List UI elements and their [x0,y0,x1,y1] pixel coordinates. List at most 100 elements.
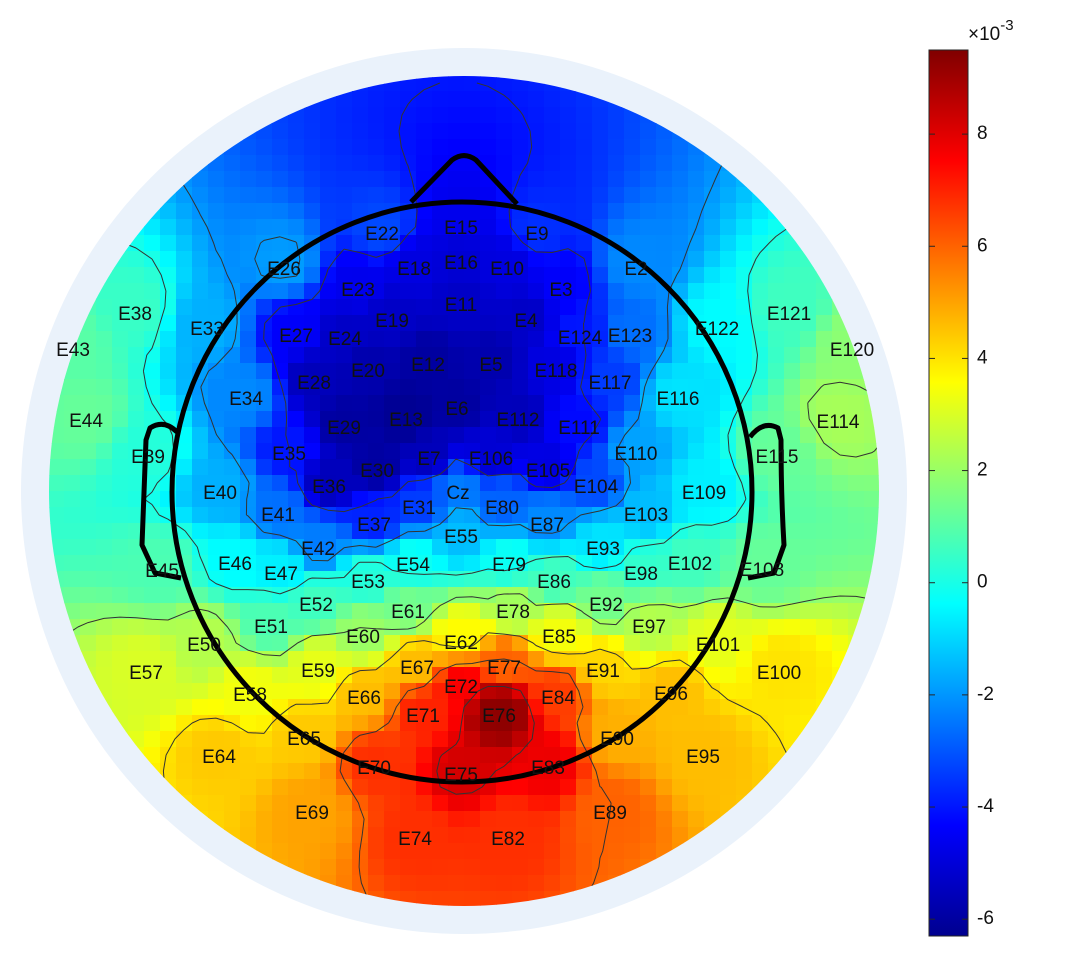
heat-cell [336,491,353,508]
heat-cell [384,651,401,668]
heat-cell [256,443,273,460]
heat-cell [560,571,577,588]
heat-cell [352,491,369,508]
heat-cell [160,203,177,220]
heat-cell [128,715,145,732]
heat-cell [256,459,273,476]
heat-cell [576,635,593,652]
heat-cell [608,635,625,652]
heat-cell [816,667,833,684]
heat-cell [224,235,241,252]
heat-cell [560,811,577,828]
heat-cell [736,763,753,780]
heat-cell [112,363,129,380]
heat-cell [240,331,257,348]
heat-cell [80,571,97,588]
heat-cell [80,443,97,460]
heat-cell [352,427,369,444]
heat-cell [624,299,641,316]
heat-cell [592,443,609,460]
heat-cell [112,699,129,716]
electrode-label: E3 [549,280,572,301]
heat-cell [400,315,417,332]
heat-cell [432,651,449,668]
heat-cell [352,411,369,428]
heat-cell [528,619,545,636]
heat-cell [448,443,465,460]
heat-cell [752,347,769,364]
heat-cell [576,827,593,844]
heat-cell [304,491,321,508]
heat-cell [480,235,497,252]
heat-cell [464,491,481,508]
heat-cell [400,491,417,508]
heat-cell [336,107,353,124]
heat-cell [400,507,417,524]
heat-cell [640,475,657,492]
heat-cell [720,299,737,316]
heat-cell [240,795,257,812]
heat-cell [800,603,817,620]
heat-cell [352,459,369,476]
heat-cell [592,363,609,380]
heat-cell [464,267,481,284]
heat-cell [128,331,145,348]
heat-cell [640,667,657,684]
heat-cell [336,699,353,716]
heat-cell [672,491,689,508]
heat-cell [416,795,433,812]
heat-cell [528,875,545,892]
heat-cell [624,619,641,636]
heat-cell [640,731,657,748]
heat-cell [640,427,657,444]
heat-cell [512,235,529,252]
heat-cell [576,427,593,444]
heat-cell [768,523,785,540]
heat-cell [672,763,689,780]
heat-cell [336,363,353,380]
heat-cell [64,395,81,412]
heat-cell [240,763,257,780]
heat-cell [112,315,129,332]
heat-cell [752,587,769,604]
heat-cell [288,523,305,540]
heat-cell [320,379,337,396]
heat-cell [368,315,385,332]
heat-cell [480,683,497,700]
heat-cell [176,315,193,332]
heat-cell [480,491,497,508]
heat-cell [432,635,449,652]
heat-cell [304,763,321,780]
heat-cell [256,427,273,444]
heat-cell [144,459,161,476]
heat-cell [368,459,385,476]
heat-cell [848,587,865,604]
heat-cell [512,139,529,156]
heat-cell [656,603,673,620]
heat-cell [688,411,705,428]
heat-cell [128,427,145,444]
heat-cell [560,827,577,844]
heat-cell [656,299,673,316]
heat-cell [224,283,241,300]
heat-cell [400,795,417,812]
heat-cell [320,523,337,540]
heat-cell [512,155,529,172]
heat-cell [624,699,641,716]
heat-cell [784,539,801,556]
heat-cell [544,859,561,876]
heat-cell [80,395,97,412]
heat-cell [560,123,577,140]
heat-cell [560,315,577,332]
colorbar-tick-label: 6 [977,235,988,256]
electrode-label: E83 [531,758,565,779]
heat-cell [560,283,577,300]
heat-cell [480,731,497,748]
electrode-label: E82 [491,829,525,850]
heat-cell [448,523,465,540]
heat-cell [256,539,273,556]
heat-cell [608,651,625,668]
heat-cell [736,667,753,684]
electrode-label: E101 [696,635,740,656]
heat-cell [240,251,257,268]
